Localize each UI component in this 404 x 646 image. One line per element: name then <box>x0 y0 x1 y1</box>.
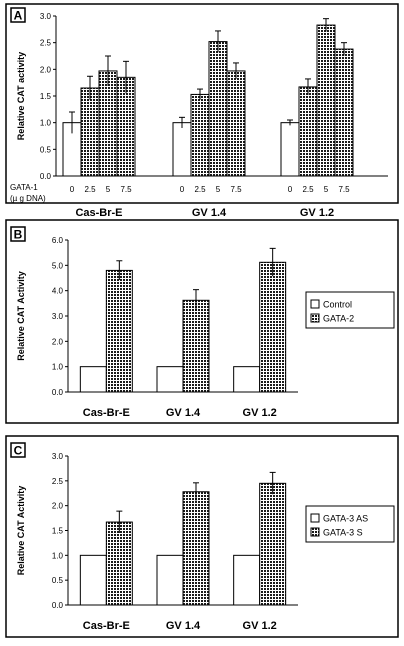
bar <box>233 554 261 606</box>
bar <box>182 299 210 393</box>
category-label: GV 1.4 <box>166 620 201 632</box>
y-tick-label: 1.5 <box>52 527 64 536</box>
legend-label: Control <box>323 300 352 310</box>
bar <box>79 366 107 393</box>
y-tick-label: 2.0 <box>40 65 52 74</box>
bar <box>316 24 336 177</box>
y-tick-label: 1.0 <box>52 551 64 560</box>
y-tick-label: 0.0 <box>52 388 64 397</box>
bar <box>105 521 133 606</box>
y-axis-title: Relative CAT Activity <box>16 486 26 576</box>
dose-tick-label: 7.5 <box>338 185 350 194</box>
legend-swatch <box>310 527 320 537</box>
y-tick-label: 3.0 <box>52 452 64 461</box>
category-label: Cas-Br-E <box>83 407 130 419</box>
legend-swatch <box>310 299 320 309</box>
panel-a: A 0.0 0.5 1.0 1.5 2.0 2.5 3.0 Relative CAT activ… <box>5 3 399 219</box>
legend-label: GATA-2 <box>323 314 354 324</box>
legend-box <box>305 291 395 329</box>
panel-frame <box>5 435 399 638</box>
dose-tick-label: 0 <box>70 185 75 194</box>
category-label: GV 1.4 <box>166 407 201 419</box>
y-tick-label: 5.0 <box>52 261 64 270</box>
panel-tag-label: B <box>14 228 23 242</box>
y-tick-label: 0.5 <box>52 576 64 585</box>
panel-frame <box>5 219 399 424</box>
bar <box>98 70 118 177</box>
panel-frame <box>5 3 399 204</box>
dose-tick-label: 0 <box>180 185 185 194</box>
bar <box>334 48 354 177</box>
legend-label: GATA-3 AS <box>323 514 368 524</box>
bar <box>156 366 184 393</box>
bar <box>280 122 300 177</box>
y-tick-label: 2.0 <box>52 502 64 511</box>
y-tick-label: 3.0 <box>52 312 64 321</box>
dose-tick-label: 5 <box>324 185 329 194</box>
bar <box>259 261 287 393</box>
dose-tick-label: 2.5 <box>194 185 206 194</box>
dose-axis-unit: (µ g DNA) <box>10 194 46 203</box>
y-tick-label: 1.5 <box>40 92 52 101</box>
y-tick-label: 1.0 <box>40 119 52 128</box>
group-label: Cas-Br-E <box>75 207 122 219</box>
dose-tick-label: 2.5 <box>302 185 314 194</box>
y-tick-label: 2.5 <box>52 477 64 486</box>
category-label: Cas-Br-E <box>83 620 130 632</box>
bar <box>190 93 210 177</box>
bar <box>298 86 318 177</box>
bar <box>208 41 228 177</box>
legend-box <box>305 505 395 543</box>
y-tick-label: 0.5 <box>40 145 52 154</box>
panel-tag-box <box>10 226 26 242</box>
bar <box>226 70 246 177</box>
dose-axis-title: GATA-1 <box>10 183 38 192</box>
bar <box>182 491 210 606</box>
bar <box>80 87 100 177</box>
panel-tag-box <box>10 7 26 23</box>
bar <box>233 366 261 393</box>
y-tick-label: 1.0 <box>52 363 64 372</box>
y-tick-label: 2.5 <box>40 39 52 48</box>
group-label: GV 1.2 <box>300 207 334 219</box>
y-tick-label: 0.0 <box>52 601 64 610</box>
y-axis-title: Relative CAT Activity <box>16 271 26 361</box>
bar <box>172 122 192 177</box>
y-axis-title: Relative CAT activity <box>16 52 26 140</box>
y-tick-label: 6.0 <box>52 236 64 245</box>
y-tick-label: 3.0 <box>40 12 52 21</box>
panel-tag-label: A <box>14 9 23 23</box>
y-tick-label: 0.0 <box>40 172 52 181</box>
panel-c: C 0.0 0.5 1.0 1.5 2.0 2.5 3.0 Relative CAT Activ… <box>5 435 399 638</box>
y-tick-label: 2.0 <box>52 337 64 346</box>
category-label: GV 1.2 <box>243 407 277 419</box>
bar <box>105 269 133 393</box>
category-label: GV 1.2 <box>243 620 277 632</box>
dose-tick-label: 5 <box>106 185 111 194</box>
panel-tag-box <box>10 442 26 458</box>
legend-swatch <box>310 313 320 323</box>
dose-tick-label: 5 <box>216 185 221 194</box>
dose-tick-label: 0 <box>288 185 293 194</box>
y-tick-label: 4.0 <box>52 287 64 296</box>
legend-label: GATA-3 S <box>323 528 363 538</box>
panel-tag-label: C <box>14 444 23 458</box>
bar <box>259 482 287 606</box>
bar <box>79 554 107 606</box>
legend-swatch <box>310 513 320 523</box>
dose-tick-label: 7.5 <box>230 185 242 194</box>
bar <box>156 554 184 606</box>
dose-tick-label: 7.5 <box>120 185 132 194</box>
dose-tick-label: 2.5 <box>84 185 96 194</box>
group-label: GV 1.4 <box>192 207 227 219</box>
panel-b: B 0.0 1.0 2.0 3.0 4.0 5.0 6.0 Relative CAT Activ… <box>5 219 399 424</box>
